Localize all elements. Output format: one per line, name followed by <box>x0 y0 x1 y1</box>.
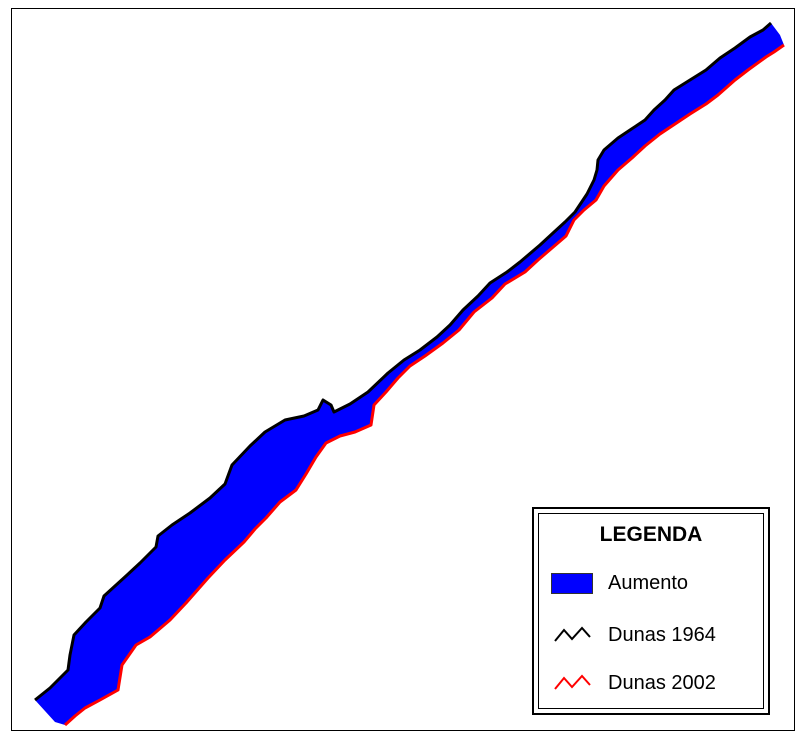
legend-item-dunas-1964: Dunas 1964 <box>550 621 716 649</box>
legend-inner-border <box>538 513 764 709</box>
legend-box: LEGENDA Aumento Dunas 1964 Dunas 2002 <box>532 507 770 715</box>
legend-item-label: Dunas 1964 <box>608 623 716 646</box>
red-line-icon <box>550 671 594 695</box>
legend-title: LEGENDA <box>599 523 703 546</box>
dunas-1964-line <box>34 21 772 702</box>
legend-item-aumento: Aumento <box>550 569 688 597</box>
legend-item-dunas-2002: Dunas 2002 <box>550 669 716 697</box>
black-line-icon <box>550 623 594 647</box>
aumento-swatch-icon <box>550 571 594 595</box>
legend-item-label: Aumento <box>608 571 689 594</box>
dunas-2002-line <box>63 43 785 727</box>
legend-item-label: Dunas 2002 <box>608 671 716 694</box>
